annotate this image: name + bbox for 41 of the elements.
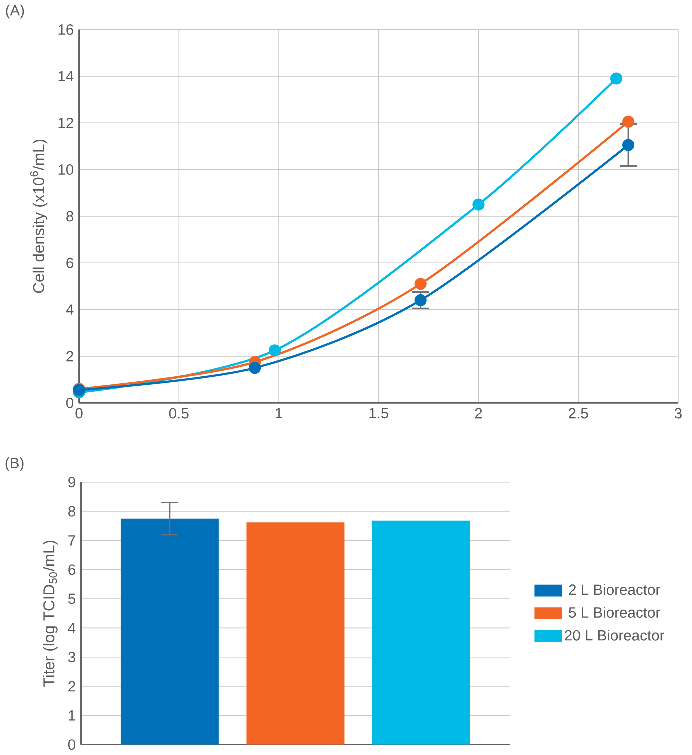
x-tick-label: 0 [76,408,83,419]
legend-label: 2 L Bioreactor [569,584,660,596]
y-tick-label: 10 [58,164,74,176]
y-tick-label: 14 [58,71,74,82]
point [414,294,427,306]
y-tick-label: 6 [66,258,74,268]
y-tick-label: 5 [68,594,76,604]
y-tick-label: 2 [66,351,74,362]
legend-label: 5 L Bioreactor [568,607,660,618]
point [268,344,281,357]
y-tick-label: 8 [66,211,74,222]
x-tick-label: 2 [475,408,482,419]
y-tick-label: 0 [66,398,74,408]
y-tick-label: 0 [68,740,76,750]
x-tick-label: 1.5 [370,408,388,419]
y-tick-label: 8 [68,506,76,517]
chart-title: (B) [6,458,24,472]
y-axis-title: Titer (log TCID$_{50}$/mL) [42,540,58,687]
y-tick-label: 16 [58,24,74,35]
y-tick-label: 4 [68,623,76,634]
x-tick-label: 3 [674,408,682,419]
x-tick-label: 1 [276,408,282,418]
y-tick-label: 1 [68,710,76,721]
y-tick-label: 4 [66,304,74,315]
y-tick-label: 3 [68,652,76,663]
y-axis-title: Cell density (x10$^{6}$/mL) [30,140,48,294]
y-tick-label: 12 [58,118,74,128]
point [472,198,485,211]
x-tick-label: 0.5 [169,408,189,419]
point [248,362,261,374]
point [622,139,634,152]
point [610,72,622,85]
point [622,116,634,128]
chart-title: (A) [6,4,24,19]
x-tick-label: 2.5 [568,408,588,419]
y-tick-label: 7 [68,536,76,546]
point [414,278,427,290]
legend-label: 20 L Bioreactor [565,630,664,641]
y-tick-label: 9 [68,477,76,488]
y-tick-label: 6 [68,564,76,576]
y-tick-label: 2 [68,681,76,692]
